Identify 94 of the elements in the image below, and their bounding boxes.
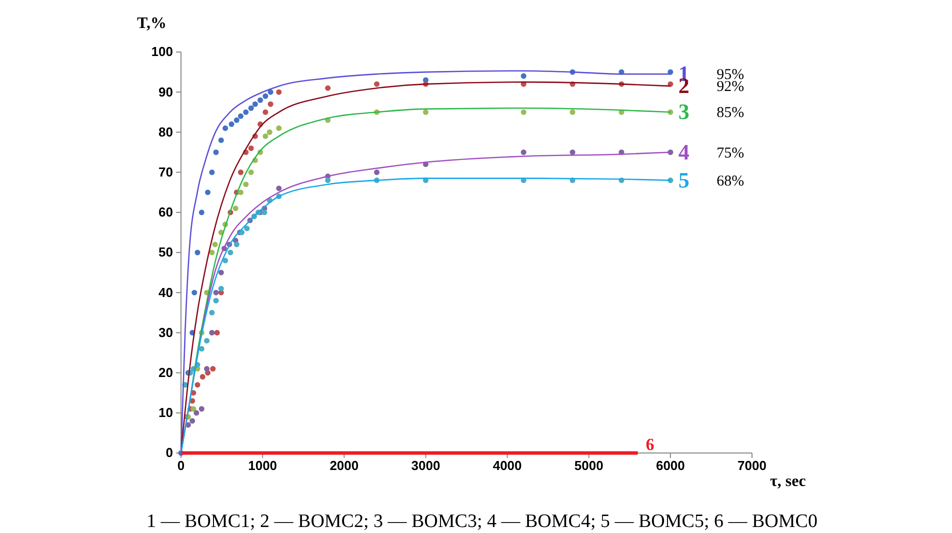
point bbox=[228, 250, 234, 256]
x-tick-label: 6000 bbox=[656, 458, 685, 474]
point bbox=[276, 186, 282, 192]
series-label: 4 bbox=[678, 139, 690, 164]
point bbox=[422, 109, 428, 115]
point bbox=[194, 382, 200, 388]
point bbox=[214, 330, 220, 336]
y-tick-label: 90 bbox=[158, 84, 173, 100]
point bbox=[570, 149, 576, 156]
point bbox=[190, 418, 196, 424]
point bbox=[198, 210, 204, 216]
point bbox=[266, 129, 272, 135]
point bbox=[234, 117, 240, 123]
series-label: 3 bbox=[678, 99, 690, 124]
y-tick-label: 60 bbox=[158, 204, 173, 220]
y-tick-label: 40 bbox=[158, 284, 173, 300]
point bbox=[213, 290, 219, 296]
point bbox=[200, 374, 206, 380]
series-label: 5 bbox=[678, 167, 690, 192]
x-tick-label: 5000 bbox=[574, 458, 604, 474]
y-tick-label: 0 bbox=[166, 445, 173, 460]
annotation: 75% bbox=[716, 145, 744, 162]
point bbox=[232, 206, 238, 212]
x-tick-label: 2000 bbox=[330, 458, 359, 474]
point bbox=[262, 93, 268, 99]
y-tick-label: 20 bbox=[158, 364, 173, 380]
point bbox=[325, 85, 331, 91]
point bbox=[218, 270, 224, 276]
point bbox=[218, 286, 224, 292]
point bbox=[520, 109, 526, 115]
point bbox=[198, 346, 204, 352]
x-tick-label: 7000 bbox=[738, 458, 766, 474]
point bbox=[268, 89, 274, 95]
y-tick-label: 100 bbox=[151, 44, 173, 60]
point bbox=[234, 242, 240, 248]
y-tick-label: 30 bbox=[158, 324, 173, 340]
annotation: 85% bbox=[716, 105, 744, 122]
point bbox=[204, 190, 211, 196]
point bbox=[198, 406, 204, 412]
y-tick-label: 10 bbox=[158, 405, 173, 420]
point bbox=[238, 113, 244, 119]
point bbox=[262, 133, 268, 139]
point bbox=[258, 97, 264, 103]
point bbox=[374, 170, 380, 176]
point bbox=[204, 366, 210, 372]
point bbox=[248, 105, 254, 111]
point bbox=[222, 125, 228, 131]
point bbox=[218, 137, 224, 143]
x-tick-label: 1000 bbox=[248, 458, 278, 474]
x-tick-label: 3000 bbox=[411, 458, 440, 474]
point bbox=[228, 121, 234, 127]
y-tick-label: 50 bbox=[158, 244, 173, 260]
point bbox=[209, 170, 215, 176]
y-axis-title: T,% bbox=[137, 15, 166, 32]
point bbox=[192, 290, 198, 296]
point bbox=[244, 226, 250, 232]
point bbox=[262, 210, 268, 216]
point bbox=[262, 109, 268, 115]
point bbox=[520, 73, 526, 79]
point bbox=[570, 109, 576, 115]
point bbox=[194, 250, 200, 256]
point bbox=[252, 101, 258, 107]
point bbox=[268, 101, 274, 107]
y-tick-label: 80 bbox=[158, 124, 173, 140]
point bbox=[213, 298, 219, 304]
point bbox=[213, 149, 219, 156]
x-tick-label: 4000 bbox=[492, 458, 522, 474]
text: 1 — BOMC1; 2 — BOMC2; 3 — BOMC3; 4 — BOMC4; 5 — BOMC5; 6 — BOMC0 bbox=[146, 511, 818, 532]
point bbox=[209, 330, 215, 336]
x-tick-label: 0 bbox=[177, 458, 185, 474]
point bbox=[204, 338, 210, 344]
point bbox=[238, 190, 244, 196]
point bbox=[212, 242, 218, 248]
annotation: 92% bbox=[716, 79, 744, 96]
point bbox=[276, 125, 282, 131]
point bbox=[325, 178, 331, 184]
point bbox=[210, 366, 216, 372]
point bbox=[190, 406, 196, 412]
point bbox=[520, 149, 526, 156]
point bbox=[243, 182, 249, 188]
x-axis-title: τ, sec bbox=[770, 473, 806, 490]
point bbox=[238, 170, 244, 176]
series-label: 6 bbox=[646, 435, 654, 454]
point bbox=[222, 258, 228, 264]
point bbox=[276, 89, 282, 95]
point bbox=[248, 170, 254, 176]
point bbox=[209, 250, 215, 256]
point bbox=[194, 410, 200, 416]
point bbox=[374, 81, 380, 87]
y-tick-label: 70 bbox=[158, 164, 173, 180]
annotation: 68% bbox=[716, 173, 744, 190]
point bbox=[243, 109, 249, 115]
point bbox=[209, 310, 215, 316]
point bbox=[248, 145, 254, 151]
